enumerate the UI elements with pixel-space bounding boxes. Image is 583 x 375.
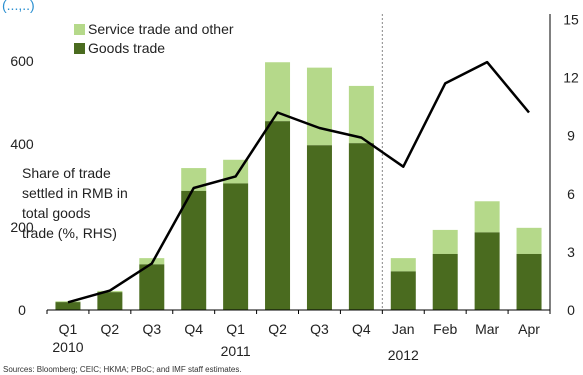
x-axis-year-label: 2012 [388,347,419,363]
x-axis-category-label: Q3 [310,321,329,337]
x-axis-category-label: Q1 [226,321,245,337]
service-trade-bar [390,258,416,272]
annotation-line-2: settled in RMB in [22,185,128,201]
x-axis-category-label: Q4 [184,321,203,337]
goods-trade-bar [516,253,542,310]
goods-trade-bar [181,190,207,310]
right-axis-tick-label: 6 [567,186,575,202]
right-axis-tick-label: 15 [563,12,579,28]
rmb-share-line [67,60,530,304]
right-axis-tick-label: 12 [563,70,579,86]
x-axis-category-label: Feb [433,321,457,337]
x-axis-category-label: Apr [518,321,540,337]
goods-trade-bar [265,121,291,310]
x-axis-category-label: Q3 [142,321,161,337]
service-trade-bar [474,201,500,233]
right-axis-tick-label: 3 [567,244,575,260]
left-axis-tick-label: 600 [10,53,34,69]
x-axis-year-label: 2011 [221,343,251,359]
line-annotation: Share of trade settled in RMB in total g… [22,165,128,241]
right-axis-tick-label: 0 [567,302,575,318]
service-trade-bar [348,85,374,144]
goods-trade-bar [55,302,81,310]
left-axis-tick-label: 200 [10,219,34,235]
legend-swatch-goods [74,43,85,54]
goods-trade-bar [223,183,249,310]
goods-trade-bar [432,253,458,310]
legend-label-service: Service trade and other [88,21,234,37]
legend: Service trade and other Goods trade [74,21,234,56]
x-axis-category-label: Q4 [352,321,371,337]
goods-trade-bar [97,292,123,310]
x-axis-category-label: Q2 [101,321,120,337]
annotation-line-3: total goods [22,205,91,221]
plot-area: 0 200 400 600 0 3 6 9 12 15 Q1 Q2 Q3 Q4 Q1 Q2 Q3 Q4 Jan Feb… [10,12,579,364]
goods-trade-bar [348,143,374,310]
x-axis-category-label: Mar [475,321,499,337]
legend-label-goods: Goods trade [88,40,165,56]
source-note: Sources: Bloomberg; CEIC; HKMA; PBoC; an… [3,365,242,374]
right-axis-tick-label: 9 [567,128,575,144]
service-trade-bar [306,67,332,146]
x-axis-category-label: Q2 [268,321,287,337]
x-axis-category-label: Q1 [59,321,78,337]
goods-trade-bar [390,271,416,310]
legend-swatch-service [74,24,85,35]
goods-trade-bar [139,264,165,310]
x-axis-category-label: Jan [392,321,415,337]
goods-trade-bar [306,145,332,310]
service-trade-bar [516,227,542,254]
annotation-line-4: trade (%, RHS) [22,225,117,241]
x-axis-year-label: 2010 [52,339,83,355]
goods-trade-bar [474,232,500,310]
annotation-line-1: Share of trade [22,165,111,181]
service-trade-bar [432,229,458,254]
left-axis-tick-label: 0 [18,302,26,318]
left-axis-tick-label: 400 [10,136,34,152]
header-fragment: (...,..) [2,0,35,13]
